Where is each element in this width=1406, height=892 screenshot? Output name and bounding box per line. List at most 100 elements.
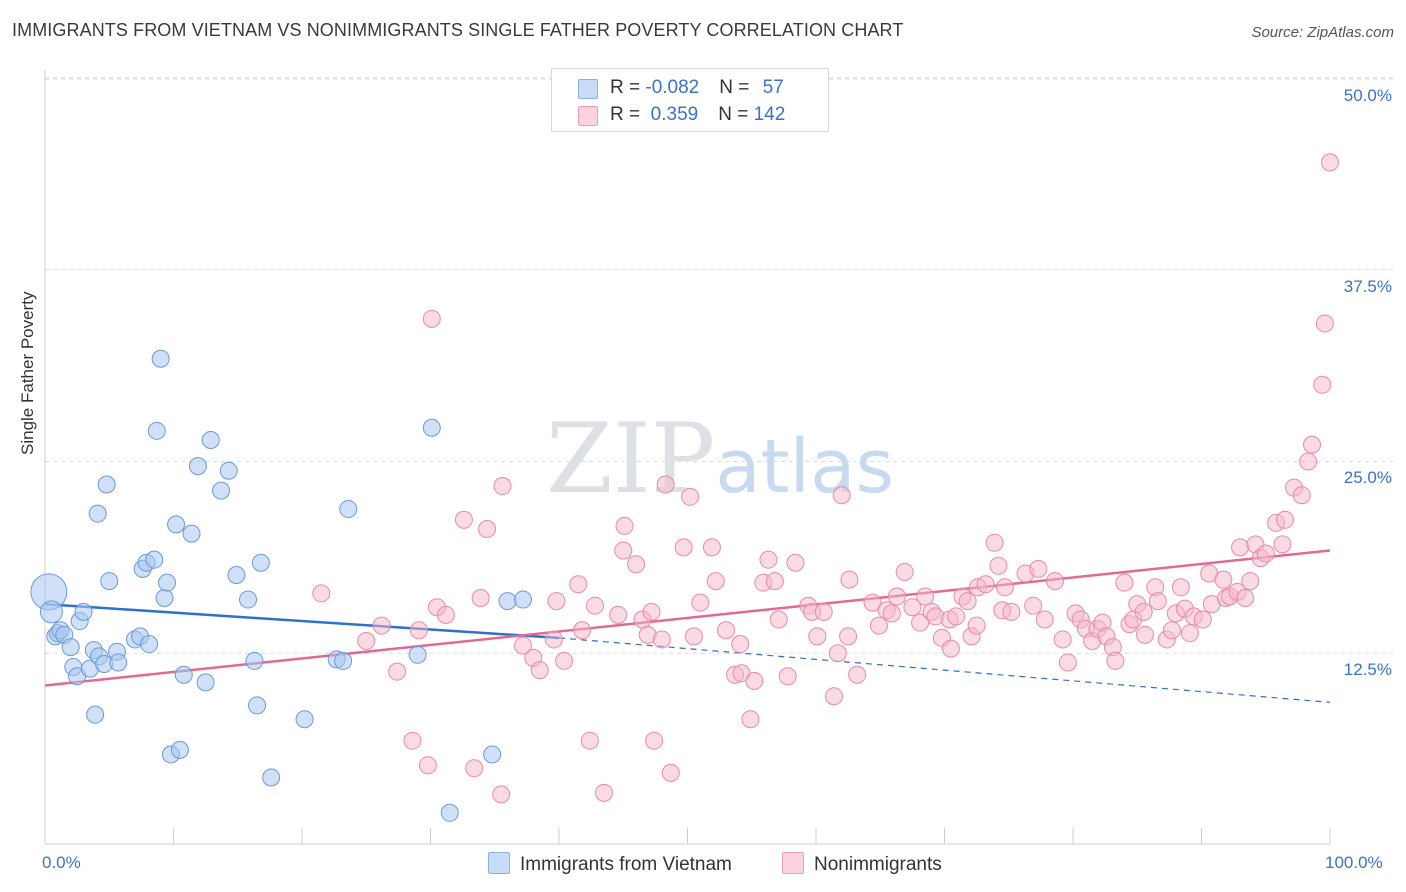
data-point-nonimmigrants: [706, 572, 725, 591]
data-point-immigrants: [88, 504, 107, 523]
data-point-immigrants: [248, 696, 267, 715]
data-point-nonimmigrants: [1171, 578, 1190, 597]
data-point-immigrants: [227, 566, 246, 585]
data-point-nonimmigrants: [465, 759, 484, 778]
chart-title: IMMIGRANTS FROM VIETNAM VS NONIMMIGRANTS…: [12, 20, 904, 40]
data-point-nonimmigrants: [1162, 621, 1181, 640]
data-point-nonimmigrants: [609, 605, 628, 624]
data-point-nonimmigrants: [702, 538, 721, 557]
legend-label: Nonimmigrants: [814, 854, 942, 875]
data-point-nonimmigrants: [1115, 573, 1134, 592]
data-point-immigrants: [100, 572, 119, 591]
data-point-immigrants: [170, 740, 189, 759]
data-point-nonimmigrants: [1276, 510, 1295, 529]
data-point-nonimmigrants: [1046, 572, 1065, 591]
data-point-nonimmigrants: [869, 616, 888, 635]
legend-swatch-blue: [578, 79, 598, 99]
data-point-nonimmigrants: [357, 631, 376, 650]
trend-line-immigrants-extension: [558, 637, 1331, 703]
data-point-nonimmigrants: [573, 621, 592, 640]
data-point-nonimmigrants: [418, 756, 437, 775]
legend-item-nonimmigrants[interactable]: Nonimmigrants: [782, 852, 942, 876]
legend-swatch-pink: [578, 106, 598, 126]
data-point-nonimmigrants: [436, 605, 455, 624]
data-point-nonimmigrants: [471, 589, 490, 608]
data-point-nonimmigrants: [786, 553, 805, 572]
data-point-immigrants: [151, 349, 170, 368]
data-point-nonimmigrants: [916, 587, 935, 606]
data-point-nonimmigrants: [863, 593, 882, 612]
data-point-immigrants: [147, 421, 166, 440]
data-point-immigrants: [74, 602, 93, 621]
data-point-immigrants: [245, 651, 264, 670]
legend-r-value: -0.082: [645, 77, 700, 98]
data-point-nonimmigrants: [759, 550, 778, 569]
legend-r-value: 0.359: [645, 104, 699, 125]
legend-label: Immigrants from Vietnam: [520, 854, 732, 875]
data-point-nonimmigrants: [514, 636, 533, 655]
data-point-nonimmigrants: [1029, 559, 1048, 578]
legend-n-label: N =: [719, 77, 755, 98]
data-point-nonimmigrants: [1236, 589, 1255, 608]
data-point-nonimmigrants: [1135, 625, 1154, 644]
data-point-nonimmigrants: [895, 562, 914, 581]
correlation-legend: R = -0.082 N = 57 R = 0.359 N = 142: [551, 68, 829, 132]
data-point-nonimmigrants: [674, 538, 693, 557]
data-point-nonimmigrants: [388, 662, 407, 681]
data-point-nonimmigrants: [1315, 314, 1334, 333]
legend-item-immigrants[interactable]: Immigrants from Vietnam: [488, 852, 732, 876]
data-point-nonimmigrants: [989, 556, 1008, 575]
data-point-nonimmigrants: [1231, 538, 1250, 557]
legend-n-label: N =: [718, 104, 754, 125]
data-point-nonimmigrants: [808, 627, 827, 646]
data-point-immigrants: [140, 635, 159, 654]
data-point-nonimmigrants: [903, 598, 922, 617]
source-label: Source: ZipAtlas.com: [1251, 24, 1394, 41]
data-point-immigrants: [86, 705, 105, 724]
data-point-nonimmigrants: [681, 487, 700, 506]
data-point-immigrants: [97, 475, 116, 494]
data-point-nonimmigrants: [1148, 592, 1167, 611]
data-point-immigrants: [219, 461, 238, 480]
data-point-nonimmigrants: [731, 635, 750, 654]
data-point-nonimmigrants: [645, 731, 664, 750]
axes: [44, 70, 1331, 845]
data-point-immigrants: [201, 431, 220, 450]
data-point-immigrants: [514, 590, 533, 609]
data-point-immigrants: [39, 600, 63, 624]
data-point-nonimmigrants: [947, 607, 966, 626]
data-point-immigrants: [239, 590, 258, 609]
series-immigrants-points: [30, 349, 533, 822]
data-point-nonimmigrants: [1053, 630, 1072, 649]
data-point-nonimmigrants: [717, 621, 736, 640]
data-point-nonimmigrants: [745, 671, 764, 690]
legend-row-nonimmigrants: R = 0.359 N = 142: [552, 102, 828, 128]
data-point-nonimmigrants: [1292, 486, 1311, 505]
data-point-nonimmigrants: [814, 602, 833, 621]
legend-r-label: R =: [610, 104, 646, 125]
data-point-nonimmigrants: [941, 639, 960, 658]
data-point-nonimmigrants: [995, 578, 1014, 597]
data-point-nonimmigrants: [1241, 572, 1260, 591]
data-point-nonimmigrants: [454, 510, 473, 529]
data-point-immigrants: [61, 638, 80, 657]
data-point-nonimmigrants: [1299, 452, 1318, 471]
data-point-nonimmigrants: [832, 486, 851, 505]
data-point-nonimmigrants: [615, 516, 634, 535]
legend-r-label: R =: [610, 77, 646, 98]
y-tick-label: 25.0%: [1343, 468, 1392, 487]
data-point-nonimmigrants: [1256, 544, 1275, 563]
data-point-nonimmigrants: [409, 621, 428, 640]
data-point-nonimmigrants: [824, 687, 843, 706]
data-point-immigrants: [408, 645, 427, 664]
legend-n-value: 57: [762, 77, 784, 98]
data-point-nonimmigrants: [478, 519, 497, 538]
data-point-nonimmigrants: [828, 644, 847, 663]
data-point-nonimmigrants: [839, 627, 858, 646]
data-point-immigrants: [155, 589, 174, 608]
data-point-nonimmigrants: [684, 627, 703, 646]
data-point-nonimmigrants: [1134, 602, 1153, 621]
data-point-nonimmigrants: [403, 731, 422, 750]
data-point-nonimmigrants: [614, 541, 633, 560]
